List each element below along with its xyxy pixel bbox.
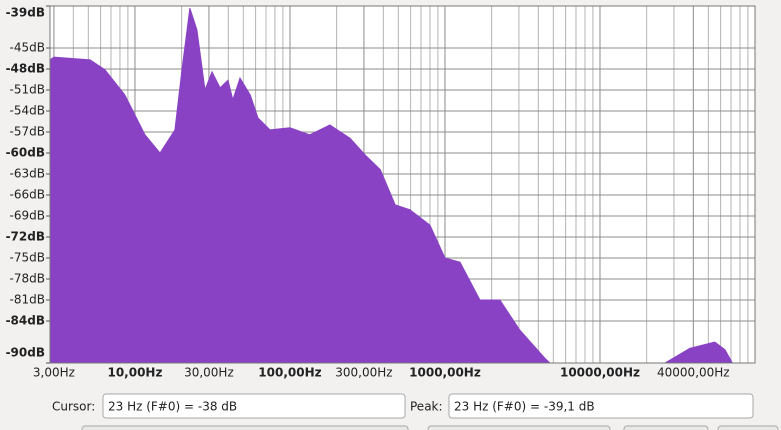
- y-tick-label: -75dB: [10, 251, 45, 265]
- button[interactable]: [623, 425, 709, 430]
- y-tick-label: -69dB: [10, 209, 45, 223]
- dropdown[interactable]: [427, 425, 611, 430]
- y-tick-label: -66dB: [10, 188, 45, 202]
- x-tick-label: 40000,00Hz: [657, 366, 730, 380]
- cursor-label: Cursor:: [52, 400, 95, 414]
- peak-value: 23 Hz (F#0) = -39,1 dB: [454, 400, 595, 414]
- button[interactable]: [717, 425, 779, 430]
- y-tick-label: -51dB: [10, 83, 45, 97]
- marks: [49, 7, 733, 364]
- y-tick-label: -90dB: [6, 346, 45, 360]
- y-tick-label: -63dB: [10, 167, 45, 181]
- y-tick-label: -78dB: [10, 272, 45, 286]
- y-tick-label: -48dB: [6, 62, 45, 76]
- x-tick-label: 10000,00Hz: [560, 366, 640, 380]
- y-tick-label: -60dB: [6, 146, 45, 160]
- y-tick-label: -72dB: [6, 230, 45, 244]
- y-tick-label: -54dB: [10, 104, 45, 118]
- y-tick-label: -45dB: [10, 41, 45, 55]
- peak-field[interactable]: [448, 393, 754, 419]
- cursor-value: 23 Hz (F#0) = -38 dB: [108, 400, 237, 414]
- x-tick-label: 300,00Hz: [335, 366, 392, 380]
- y-tick-label: -39dB: [6, 6, 45, 20]
- x-tick-label: 30,00Hz: [184, 366, 234, 380]
- y-tick-label: -81dB: [10, 293, 45, 307]
- x-tick-label: 100,00Hz: [258, 366, 321, 380]
- x-tick-label: 1000,00Hz: [409, 366, 481, 380]
- y-tick-label: -57dB: [10, 125, 45, 139]
- y-tick-label: -84dB: [6, 314, 45, 328]
- x-tick-label: 10,00Hz: [107, 366, 162, 380]
- dropdown[interactable]: [81, 425, 409, 430]
- spectrum-area: [49, 7, 733, 364]
- plot-border: [49, 5, 756, 364]
- x-tick-label: 3,00Hz: [33, 366, 75, 380]
- peak-label: Peak:: [410, 400, 443, 414]
- labels: 3,00Hz 10,00Hz 30,00Hz 100,00Hz 300,00Hz 1000…: [6, 5, 730, 380]
- cursor-field[interactable]: [102, 393, 406, 419]
